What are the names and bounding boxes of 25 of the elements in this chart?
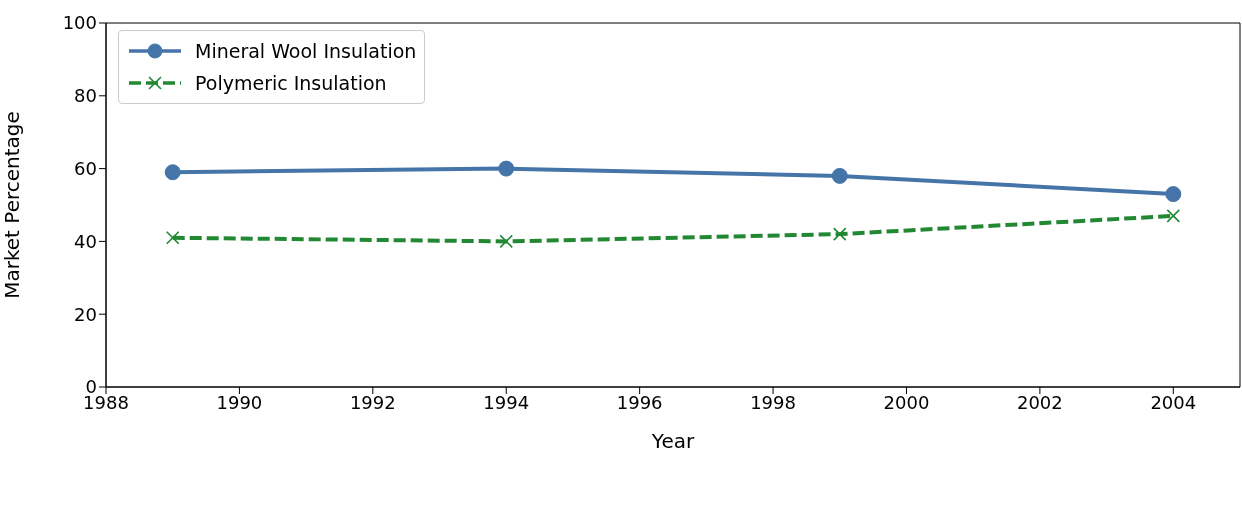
x-tick-label: 2004 <box>1150 391 1197 413</box>
x-axis-title: Year <box>650 429 695 453</box>
x-tick-label: 1992 <box>349 391 396 413</box>
y-tick-label: 80 <box>74 85 97 107</box>
y-tick-label: 40 <box>74 230 97 252</box>
legend-label: Mineral Wool Insulation <box>195 40 417 62</box>
y-tick-label: 60 <box>74 157 97 179</box>
point <box>831 167 848 184</box>
y-axis-title: Market Percentage <box>0 111 25 299</box>
x-tick-label: 2000 <box>883 391 930 413</box>
point <box>832 227 847 241</box>
x-tick-label: 1996 <box>616 391 663 413</box>
point <box>498 160 515 177</box>
x-tick-label: 1990 <box>216 391 263 413</box>
x-tick-label: 2002 <box>1016 391 1063 413</box>
point <box>499 234 514 249</box>
point <box>165 230 180 245</box>
y-tick-label: 100 <box>62 12 97 34</box>
point <box>1165 186 1182 203</box>
legend-label: Polymeric Insulation <box>195 72 387 94</box>
point <box>164 164 181 181</box>
y-tick-label: 20 <box>74 303 97 325</box>
x-tick-label: 1998 <box>750 391 796 413</box>
point <box>1166 209 1181 223</box>
x-tick-label: 1994 <box>483 391 530 413</box>
